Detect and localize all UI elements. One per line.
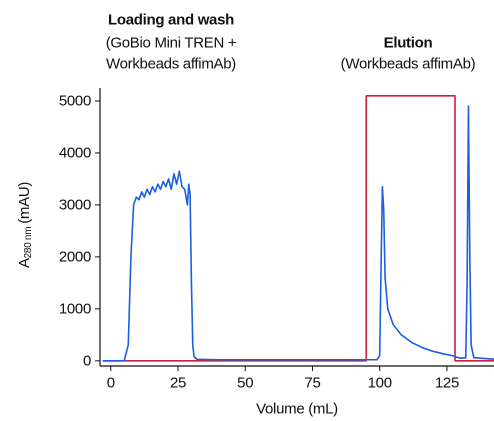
x-tick-label: 75 <box>304 375 320 392</box>
x-tick-label: 125 <box>435 375 459 392</box>
annotation: Elution <box>384 35 433 52</box>
x-tick-label: 50 <box>237 375 253 392</box>
y-tick-label: 3000 <box>59 196 91 213</box>
x-axis-label: Volume (mL) <box>256 401 338 418</box>
y-tick-label: 2000 <box>59 248 91 265</box>
y-tick-label: 5000 <box>59 92 91 109</box>
y-tick-label: 1000 <box>59 300 91 317</box>
y-label-subscript: 280 nm <box>23 227 34 259</box>
annotation: (GoBio Mini TREN + <box>106 35 237 52</box>
y-tick-label: 0 <box>83 352 91 369</box>
y-label-unit: (mAU) <box>16 182 33 224</box>
data-line <box>102 94 494 362</box>
y-axis-label: A280 nm (mAU) <box>16 182 34 268</box>
annotation: (Workbeads affimAb) <box>341 56 476 73</box>
data-line <box>102 105 494 362</box>
x-tick-label: 0 <box>107 375 115 392</box>
annotation: Workbeads affimAb) <box>106 56 236 73</box>
y-label-main: A <box>16 258 33 268</box>
x-tick-label: 100 <box>368 375 392 392</box>
x-tick-label: 25 <box>170 375 186 392</box>
annotation: Loading and wash <box>108 12 234 29</box>
y-tick-label: 4000 <box>59 144 91 161</box>
